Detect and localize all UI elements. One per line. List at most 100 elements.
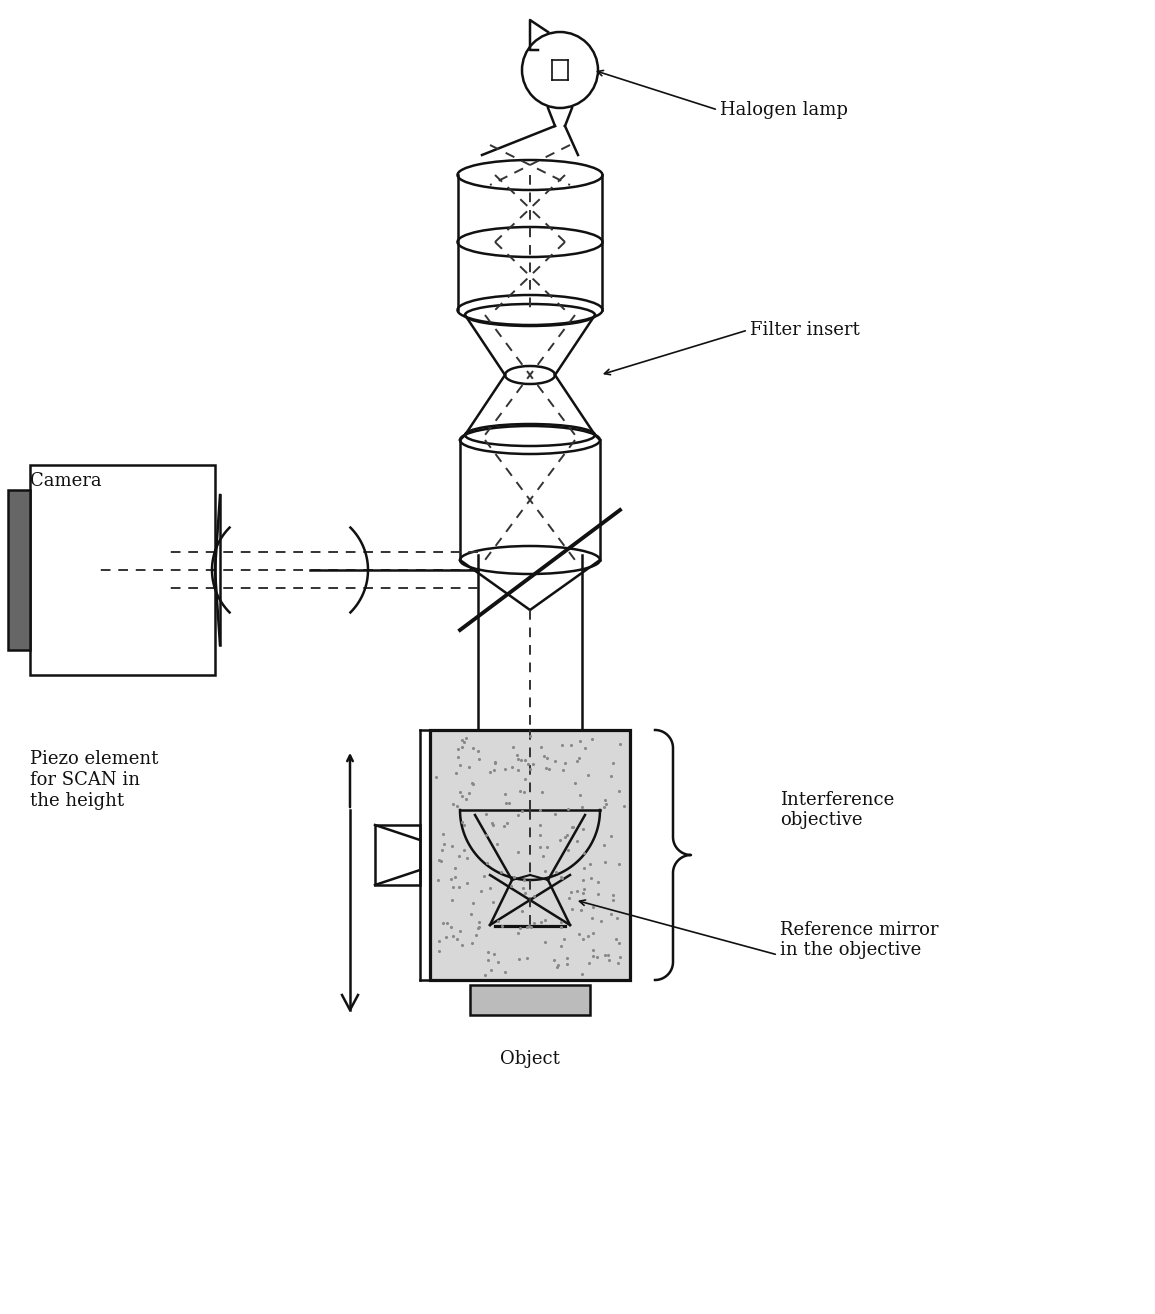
Point xyxy=(575,737,594,758)
Bar xyxy=(430,731,629,980)
Point xyxy=(572,900,590,921)
Point xyxy=(521,758,539,779)
Point xyxy=(482,959,500,980)
Point xyxy=(560,888,579,909)
Point xyxy=(550,954,568,975)
Point xyxy=(571,731,589,752)
Point xyxy=(571,784,589,805)
Point xyxy=(489,911,507,932)
Point xyxy=(494,816,513,837)
Point xyxy=(434,824,453,845)
Point xyxy=(610,933,628,954)
Point xyxy=(437,926,455,947)
Point xyxy=(455,732,474,753)
Point xyxy=(442,890,461,911)
Point xyxy=(477,853,495,874)
Bar xyxy=(470,986,590,1014)
Point xyxy=(531,800,550,821)
Point xyxy=(573,796,591,817)
Point xyxy=(456,788,475,809)
Point xyxy=(546,750,565,771)
Point xyxy=(460,782,478,803)
Point xyxy=(532,736,551,757)
Point xyxy=(610,781,628,802)
Point xyxy=(469,917,487,938)
Point xyxy=(442,836,461,857)
Point xyxy=(508,922,527,943)
Point xyxy=(447,929,465,950)
Point xyxy=(469,741,487,762)
Point xyxy=(602,825,620,846)
Point xyxy=(487,833,506,854)
Point xyxy=(485,759,504,781)
Point xyxy=(441,869,460,890)
Point xyxy=(475,866,493,887)
Point xyxy=(598,945,617,966)
Point xyxy=(604,890,623,911)
Bar xyxy=(375,825,420,886)
Point xyxy=(483,812,501,833)
Point xyxy=(524,886,543,907)
Point xyxy=(588,946,606,967)
Point xyxy=(509,804,528,825)
Point xyxy=(517,916,536,937)
Point xyxy=(583,908,602,929)
Point xyxy=(595,798,613,819)
Point xyxy=(531,837,550,858)
Point xyxy=(573,963,591,984)
Point xyxy=(486,752,505,773)
Point xyxy=(502,757,521,778)
Point xyxy=(498,812,516,833)
Point xyxy=(545,803,564,824)
Point xyxy=(602,903,620,924)
Point xyxy=(455,840,474,861)
Point xyxy=(591,911,610,932)
Point xyxy=(611,946,629,967)
Point xyxy=(604,753,623,774)
Point xyxy=(608,908,626,929)
Point xyxy=(531,815,550,836)
Text: Object: Object xyxy=(500,1050,560,1068)
Point xyxy=(575,879,594,900)
Point xyxy=(453,786,471,807)
Point xyxy=(446,762,464,783)
Point xyxy=(531,824,550,845)
Point xyxy=(453,812,471,833)
Point xyxy=(589,883,608,904)
Point xyxy=(606,929,625,950)
Point xyxy=(453,729,471,750)
Text: Halogen lamp: Halogen lamp xyxy=(720,101,848,120)
Point xyxy=(583,940,602,961)
Point xyxy=(512,750,530,771)
Point xyxy=(580,953,598,974)
Point xyxy=(562,899,581,920)
Point xyxy=(463,933,482,954)
Text: Interference
objective: Interference objective xyxy=(780,791,894,829)
Point xyxy=(477,825,495,846)
Point xyxy=(471,880,490,901)
Point xyxy=(583,896,602,917)
Point xyxy=(553,867,572,888)
Point xyxy=(534,782,552,803)
Point xyxy=(559,840,578,861)
Point xyxy=(596,851,614,872)
Point xyxy=(538,836,557,857)
Point xyxy=(463,892,482,913)
Point xyxy=(464,737,483,758)
Point xyxy=(499,792,517,813)
Point xyxy=(463,773,482,794)
Point xyxy=(459,872,477,894)
Point xyxy=(497,792,515,813)
Point xyxy=(551,936,569,957)
Point xyxy=(469,912,487,933)
Point xyxy=(579,765,597,786)
Bar xyxy=(30,465,215,675)
Bar xyxy=(8,490,30,650)
Point xyxy=(450,921,469,942)
Point xyxy=(579,925,597,946)
Point xyxy=(476,964,494,986)
Point xyxy=(569,924,588,945)
Point xyxy=(562,882,581,903)
Point xyxy=(432,850,450,871)
Point xyxy=(584,946,603,967)
